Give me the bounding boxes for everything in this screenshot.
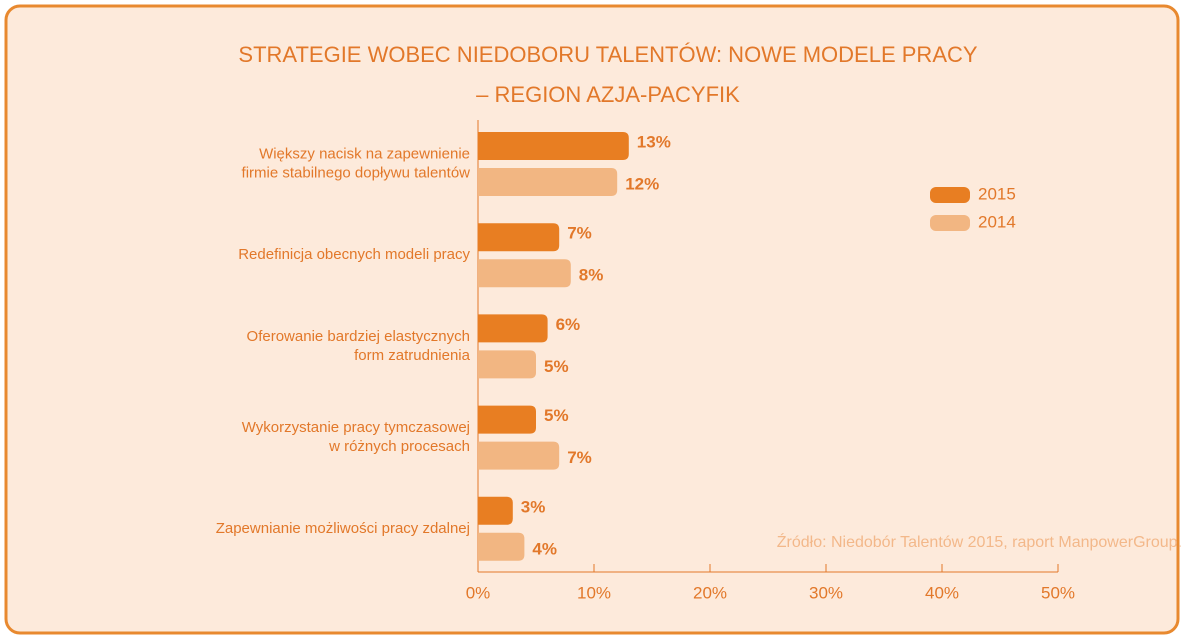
y-tick-label: firmie stabilnego dopływu talentów [242, 164, 471, 181]
bar [478, 532, 525, 561]
x-tick-label: 10% [577, 583, 611, 602]
y-tick-label: Wykorzystanie pracy tymczasowej [242, 419, 470, 436]
x-tick-label: 50% [1041, 583, 1075, 602]
x-tick-label: 0% [466, 583, 491, 602]
legend-label: 2014 [978, 212, 1016, 231]
bar [478, 441, 560, 470]
chart-title: – REGION AZJA-PACYFIK [476, 82, 740, 107]
value-label: 8% [579, 266, 604, 285]
bar [478, 168, 618, 196]
bar [478, 259, 571, 288]
legend-swatch [930, 215, 970, 231]
value-label: 6% [556, 315, 581, 334]
bar [478, 350, 536, 379]
x-tick-label: 30% [809, 583, 843, 602]
chart-title: STRATEGIE WOBEC NIEDOBORU TALENTÓW: NOWE… [238, 42, 977, 67]
bar [478, 405, 536, 434]
value-label: 7% [567, 224, 592, 243]
legend-label: 2015 [978, 184, 1016, 203]
legend-swatch [930, 187, 970, 203]
value-label: 7% [567, 448, 592, 467]
y-tick-label: Redefinicja obecnych modeli pracy [238, 246, 470, 263]
x-tick-label: 20% [693, 583, 727, 602]
bar [478, 314, 548, 343]
value-label: 3% [521, 497, 546, 516]
value-label: 5% [544, 406, 569, 425]
bar [478, 496, 513, 525]
x-tick-label: 40% [925, 583, 959, 602]
y-tick-label: w różnych procesach [328, 438, 470, 455]
bar [478, 223, 560, 252]
value-label: 4% [532, 539, 557, 558]
value-label: 12% [625, 174, 659, 193]
value-label: 13% [637, 132, 671, 151]
y-tick-label: Zapewnianie możliwości pracy zdalnej [216, 520, 470, 537]
y-tick-label: Oferowanie bardziej elastycznych [247, 328, 470, 345]
value-label: 5% [544, 357, 569, 376]
frame [4, 4, 1180, 635]
source: Źródło: Niedobór Talentów 2015, raport M… [777, 532, 1182, 551]
y-tick-label: form zatrudnienia [354, 347, 471, 364]
y-tick-label: Większy nacisk na zapewnienie [259, 145, 470, 162]
bar [478, 132, 629, 160]
